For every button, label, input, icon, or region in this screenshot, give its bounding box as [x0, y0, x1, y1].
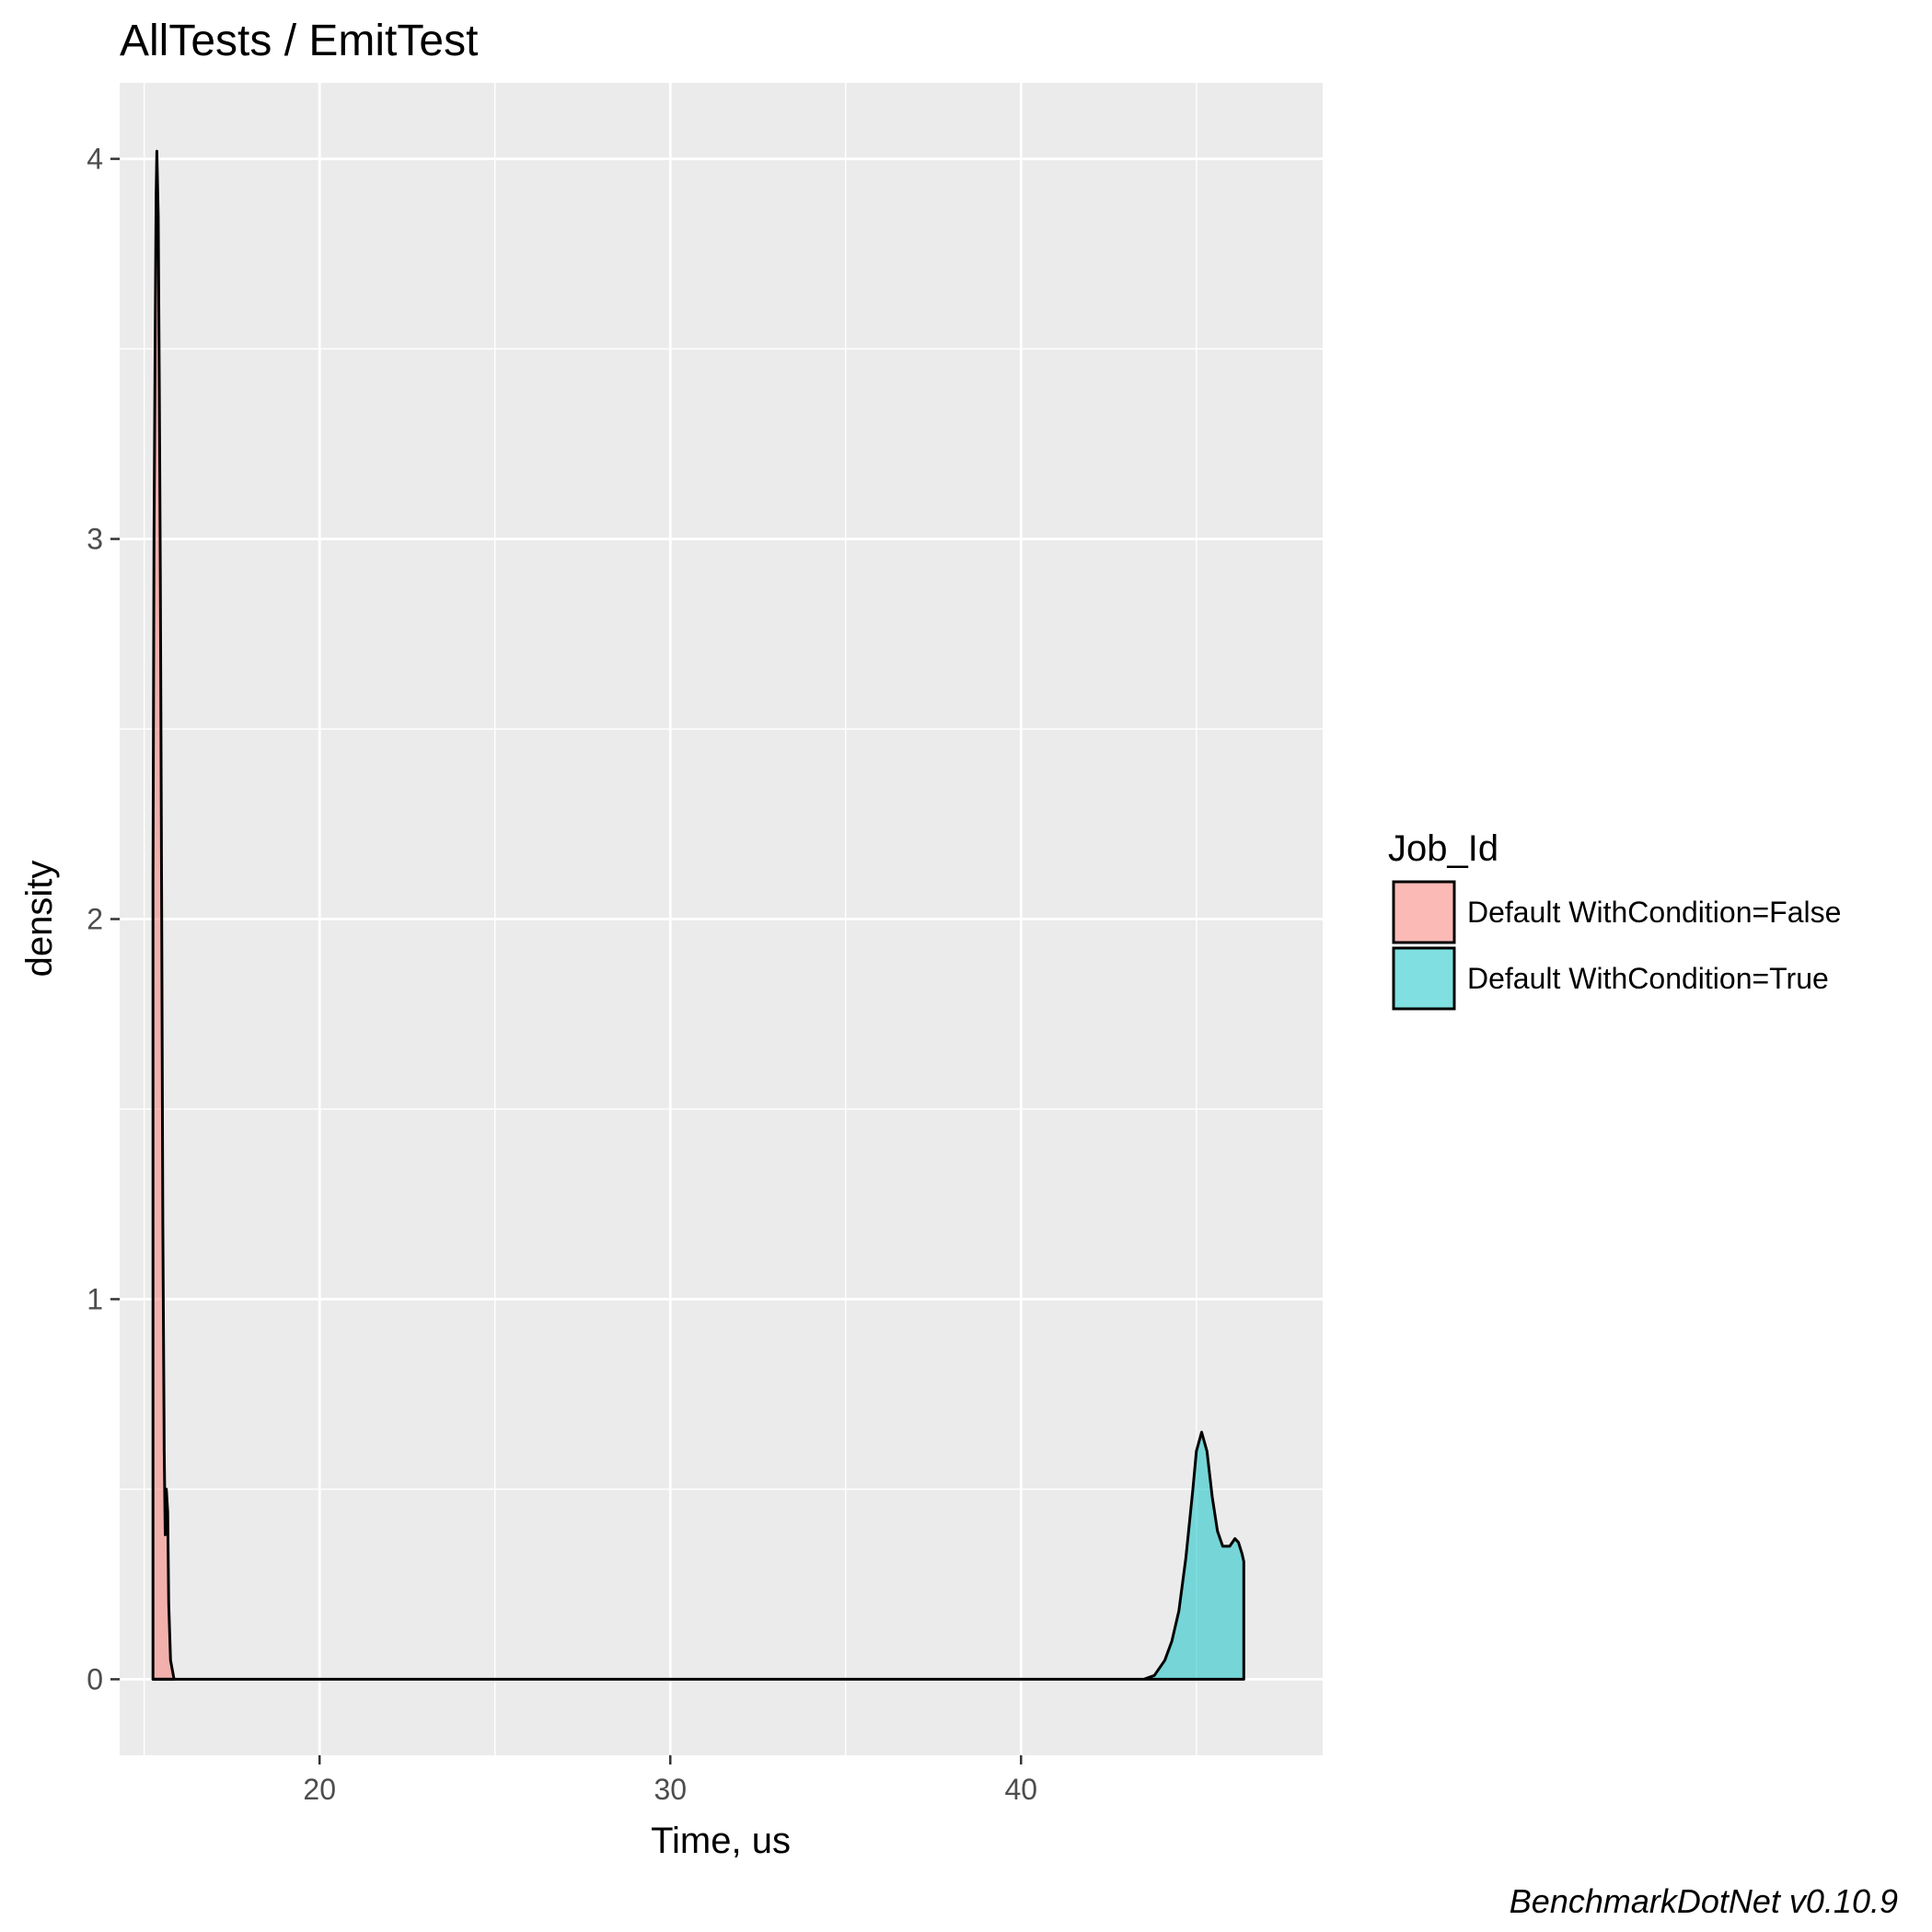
y-tick-label: 1	[87, 1282, 103, 1315]
legend-label-1: Default WithCondition=False	[1467, 896, 1841, 929]
y-tick-label: 3	[87, 523, 103, 556]
y-axis-title: density	[19, 861, 60, 978]
y-tick-label: 2	[87, 903, 103, 936]
legend-key-2	[1392, 946, 1456, 1011]
density-areas	[151, 149, 1245, 1681]
density-area-1	[151, 149, 176, 1681]
x-tick-label: 20	[303, 1773, 336, 1806]
x-tick-label: 30	[654, 1773, 687, 1806]
y-tick-label: 0	[87, 1662, 103, 1695]
legend-label-2: Default WithCondition=True	[1467, 962, 1829, 995]
axis-ticks: 20 30 40 0 1 2 3 4	[87, 143, 1037, 1806]
legend-key-1	[1392, 880, 1456, 944]
legend: Job_Id Default WithCondition=False Defaul…	[1388, 828, 1841, 1011]
y-tick-label: 4	[87, 143, 103, 176]
x-axis-title: Time, us	[651, 1821, 791, 1861]
legend-title: Job_Id	[1388, 828, 1498, 869]
major-gridlines	[120, 83, 1323, 1755]
chart-title: AllTests / EmitTest	[120, 17, 478, 65]
density-area-2	[151, 1430, 1245, 1681]
caption: BenchmarkDotNet v0.10.9	[1510, 1882, 1898, 1920]
x-tick-label: 40	[1005, 1773, 1038, 1806]
